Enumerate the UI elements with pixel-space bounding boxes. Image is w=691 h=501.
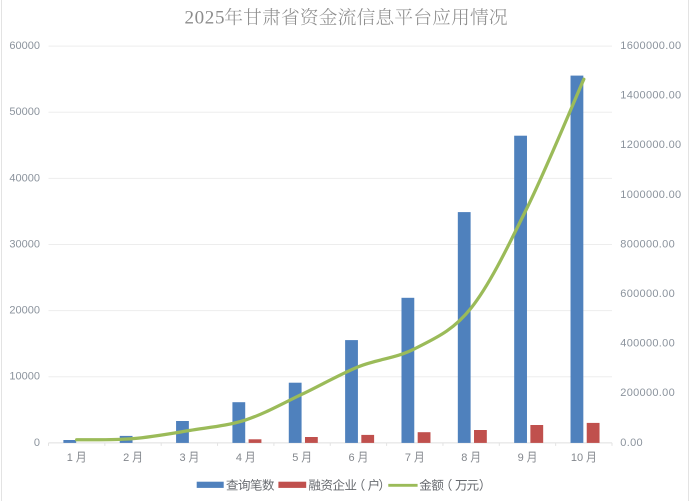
svg-text:6: 6 bbox=[349, 452, 355, 464]
svg-text:800000.00: 800000.00 bbox=[620, 238, 675, 250]
svg-text:20000: 20000 bbox=[9, 305, 40, 317]
svg-text:50000: 50000 bbox=[9, 106, 40, 118]
svg-text:1000000.00: 1000000.00 bbox=[620, 189, 681, 201]
svg-text:7: 7 bbox=[405, 452, 411, 464]
svg-text:1400000.00: 1400000.00 bbox=[620, 90, 681, 102]
svg-text:10: 10 bbox=[571, 452, 583, 464]
svg-text:8: 8 bbox=[461, 452, 467, 464]
svg-text:10000: 10000 bbox=[9, 371, 40, 383]
svg-text:3: 3 bbox=[180, 452, 186, 464]
svg-text:1200000.00: 1200000.00 bbox=[620, 139, 681, 151]
svg-text:0.00: 0.00 bbox=[620, 437, 643, 449]
svg-text:2: 2 bbox=[123, 452, 129, 464]
svg-text:0: 0 bbox=[34, 437, 40, 449]
svg-text:9: 9 bbox=[518, 452, 524, 464]
svg-text:2025: 2025 bbox=[185, 8, 226, 29]
svg-text:400000.00: 400000.00 bbox=[620, 338, 675, 350]
svg-text:4: 4 bbox=[236, 452, 242, 464]
svg-text:1: 1 bbox=[67, 452, 73, 464]
svg-text:600000.00: 600000.00 bbox=[620, 288, 675, 300]
svg-text:5: 5 bbox=[292, 452, 298, 464]
svg-text:60000: 60000 bbox=[9, 40, 40, 52]
svg-text:30000: 30000 bbox=[9, 238, 40, 250]
svg-text:40000: 40000 bbox=[9, 172, 40, 184]
svg-text:1600000.00: 1600000.00 bbox=[620, 40, 681, 52]
svg-text:200000.00: 200000.00 bbox=[620, 387, 675, 399]
